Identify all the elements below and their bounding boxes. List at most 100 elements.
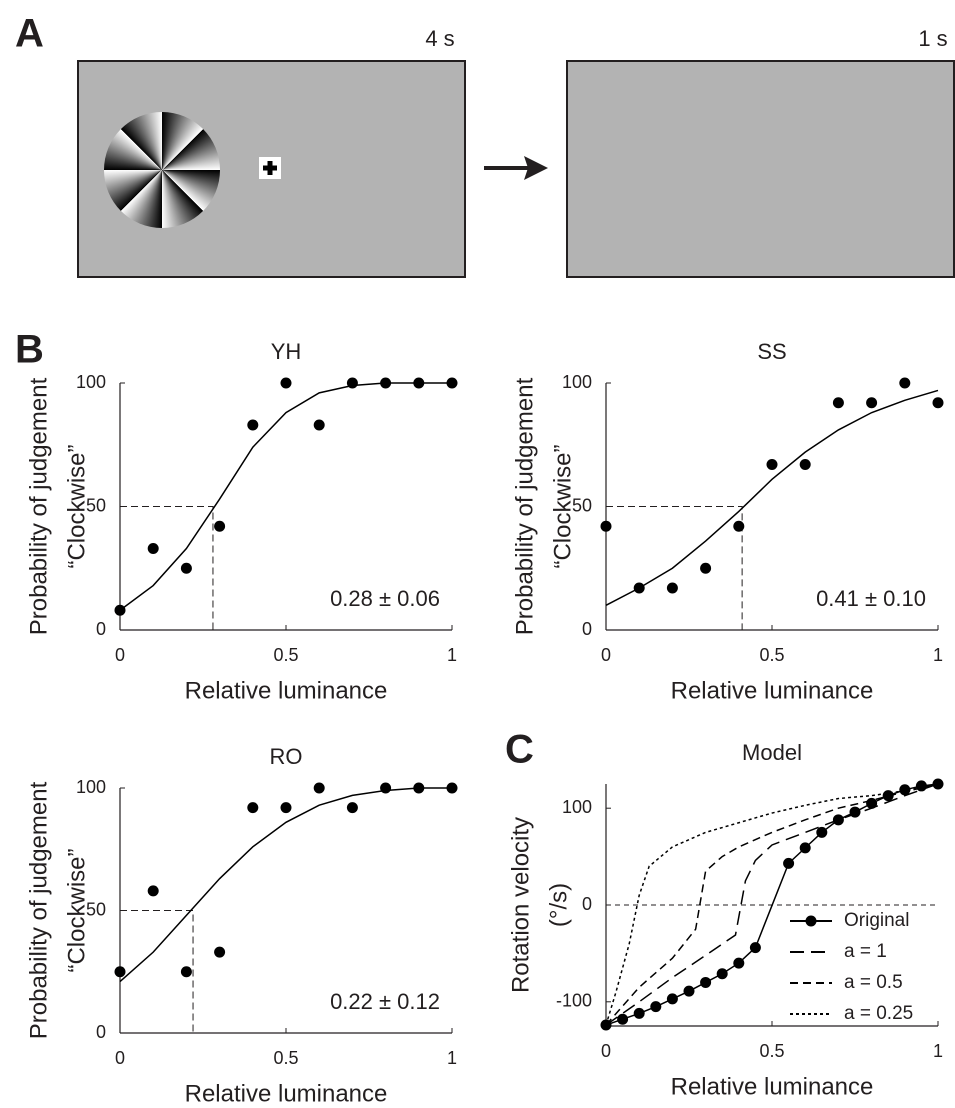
fixation-cross xyxy=(263,161,277,175)
marker xyxy=(180,562,192,574)
series-line xyxy=(119,382,452,611)
blank-screen xyxy=(566,60,955,278)
panel-label: B xyxy=(15,328,44,372)
marker xyxy=(313,419,325,431)
x-axis-label: Relative luminance xyxy=(185,677,388,704)
marker xyxy=(783,857,795,869)
legend-label: a = 0.5 xyxy=(844,972,903,993)
series-line xyxy=(605,783,939,1026)
marker xyxy=(600,520,612,532)
marker xyxy=(214,946,226,958)
chart-title: Model xyxy=(742,740,802,765)
marker xyxy=(766,459,778,471)
marker xyxy=(733,520,745,532)
y-tick-label: 0 xyxy=(96,619,106,639)
marker xyxy=(749,942,761,954)
marker xyxy=(932,397,944,409)
x-tick-label: 1 xyxy=(933,1041,943,1061)
annotation: 0.41 ± 0.10 xyxy=(816,586,926,611)
threshold-line xyxy=(606,506,743,630)
marker xyxy=(650,1001,662,1013)
y-axis-label: “Clockwise” xyxy=(549,444,576,568)
x-axis-label: Relative luminance xyxy=(185,1080,388,1107)
y-tick-label: 100 xyxy=(562,797,592,817)
legend-marker xyxy=(805,915,817,927)
marker xyxy=(247,802,259,814)
x-axis-label: Relative luminance xyxy=(671,1073,874,1100)
marker xyxy=(716,968,728,980)
y-axis-label: “Clockwise” xyxy=(63,848,90,972)
y-axis-label: Rotation velocity xyxy=(507,817,534,993)
y-axis-label: “Clockwise” xyxy=(63,444,90,568)
y-axis-label: Probability of judgement xyxy=(511,377,538,635)
marker xyxy=(633,1007,645,1019)
legend-label: a = 0.25 xyxy=(844,1003,913,1024)
marker xyxy=(866,397,878,409)
marker xyxy=(799,459,811,471)
legend-label: Original xyxy=(844,910,909,931)
panel-label: A xyxy=(15,12,44,56)
series-line xyxy=(605,783,939,1026)
x-tick-label: 0.5 xyxy=(759,645,784,665)
marker xyxy=(832,814,844,826)
y-tick-label: 100 xyxy=(562,372,592,392)
panel-label: C xyxy=(505,728,534,772)
marker xyxy=(280,377,292,389)
marker xyxy=(346,802,358,814)
marker xyxy=(832,397,844,409)
x-tick-label: 0 xyxy=(601,645,611,665)
marker xyxy=(247,419,259,431)
y-tick-label: 100 xyxy=(76,777,106,797)
marker xyxy=(180,966,192,978)
x-tick-label: 0 xyxy=(115,1048,125,1068)
x-tick-label: 0.5 xyxy=(273,1048,298,1068)
arrow-head xyxy=(524,156,548,180)
chart-title: YH xyxy=(271,339,302,364)
duration: 4 s xyxy=(425,26,454,51)
marker xyxy=(700,562,712,574)
y-axis-label: Probability of judgement xyxy=(25,377,52,635)
y-axis-label: Probability of judgement xyxy=(25,781,52,1039)
series-line xyxy=(605,783,939,1026)
y-tick-label: 0 xyxy=(582,894,592,914)
series-line xyxy=(605,389,939,606)
marker xyxy=(666,582,678,594)
marker xyxy=(666,993,678,1005)
x-tick-label: 1 xyxy=(447,1048,457,1068)
y-tick-label: 100 xyxy=(76,372,106,392)
y-tick-label: 50 xyxy=(572,495,592,515)
legend-label: a = 1 xyxy=(844,941,887,962)
marker xyxy=(816,826,828,838)
pinwheel xyxy=(104,112,220,228)
marker xyxy=(214,520,226,532)
annotation: 0.28 ± 0.06 xyxy=(330,586,440,611)
chart-title: RO xyxy=(270,744,303,769)
x-tick-label: 0 xyxy=(115,645,125,665)
y-tick-label: -100 xyxy=(556,991,592,1011)
marker xyxy=(147,542,159,554)
y-tick-label: 50 xyxy=(86,899,106,919)
marker xyxy=(700,976,712,988)
x-axis-label: Relative luminance xyxy=(671,677,874,704)
marker xyxy=(733,957,745,969)
marker xyxy=(147,885,159,897)
x-tick-label: 1 xyxy=(933,645,943,665)
marker xyxy=(799,842,811,854)
marker xyxy=(313,782,325,794)
y-tick-label: 0 xyxy=(96,1022,106,1042)
y-tick-label: 50 xyxy=(86,495,106,515)
marker xyxy=(114,966,126,978)
y-axis-label: (°/s) xyxy=(545,883,572,927)
threshold-line xyxy=(120,506,214,630)
y-tick-label: 0 xyxy=(582,619,592,639)
chart-title: SS xyxy=(757,339,786,364)
x-tick-label: 0.5 xyxy=(273,645,298,665)
marker xyxy=(683,985,695,997)
marker xyxy=(280,802,292,814)
duration: 1 s xyxy=(918,26,947,51)
x-tick-label: 0.5 xyxy=(759,1041,784,1061)
threshold-line xyxy=(120,910,194,1033)
marker xyxy=(617,1013,629,1025)
